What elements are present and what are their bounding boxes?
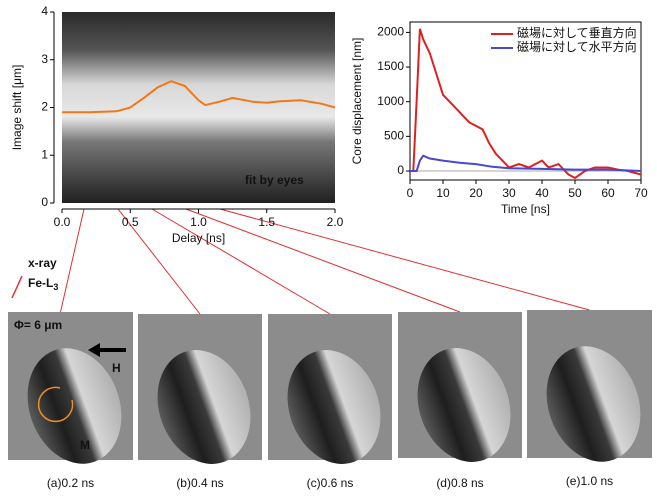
y-tick-label: 1000	[377, 94, 404, 108]
x-axis-label: Time [ns]	[501, 202, 550, 216]
x-tick-label: 30	[502, 186, 516, 200]
series-line	[62, 80, 336, 114]
connector	[219, 208, 590, 311]
y-tick-label: 500	[384, 129, 404, 143]
x-tick-label: 2.0	[327, 215, 344, 229]
plot-frame	[409, 21, 642, 181]
x-tick-label: 1.0	[190, 215, 207, 229]
vortex-spot	[417, 348, 511, 462]
vortex-spot	[27, 348, 122, 464]
connectors	[60, 208, 590, 315]
panel-label: (c)0.6 ns	[307, 476, 354, 490]
x-tick-label: 40	[535, 186, 549, 200]
edge-label: Fe-L3	[28, 276, 58, 292]
diameter-label: Φ= 6 μm	[14, 318, 62, 332]
panel-label: (b)0.4 ns	[176, 476, 223, 490]
y-tick-label: 0	[41, 195, 48, 209]
x-tick-label: 1.5	[258, 215, 275, 229]
x-tick-label: 0	[407, 186, 414, 200]
x-tick-label: 0.5	[122, 215, 139, 229]
field-label: H	[112, 361, 121, 375]
vortex-spot	[287, 350, 381, 464]
xray-arrow	[11, 275, 23, 299]
legend-label: 磁場に対して水平方向	[517, 39, 637, 54]
annotation: fit by eyes	[245, 173, 304, 187]
x-tick-label: 70	[634, 186, 648, 200]
edge-text: Fe-L	[28, 276, 53, 290]
x-tick-label: 20	[469, 186, 483, 200]
x-tick-label: 60	[601, 186, 615, 200]
y-tick-label: 1	[41, 147, 48, 161]
y-tick-label: 1500	[377, 59, 404, 73]
y-tick-label: 0	[397, 163, 404, 177]
vortex-spot	[546, 346, 641, 462]
connector	[185, 208, 461, 313]
y-tick-label: 2000	[377, 25, 404, 39]
legend-label: 磁場に対して垂直方向	[517, 25, 637, 40]
connector	[117, 208, 201, 315]
vortex-spot	[157, 350, 251, 464]
panel-label: (e)1.0 ns	[566, 474, 613, 488]
heatmap-image	[62, 12, 335, 203]
x-tick-label: 50	[568, 186, 582, 200]
series-line	[410, 154, 642, 172]
y-tick-label: 2	[41, 100, 48, 114]
panels: (a)0.2 ns (b)0.4 ns (c)0.6 ns (d)0.8 ns (e)1…	[8, 310, 652, 490]
panel-label: (a)0.2 ns	[47, 476, 94, 490]
connector	[151, 208, 331, 315]
x-axis-label: Delay [ns]	[172, 231, 225, 245]
magnetization-circle	[37, 386, 74, 423]
x-tick-label: 0.0	[54, 215, 71, 229]
y-tick-label: 3	[41, 52, 48, 66]
series-line	[410, 28, 642, 180]
field-arrowhead	[88, 343, 100, 357]
xray-label: x-ray	[28, 256, 57, 270]
magnetization-label: M	[80, 438, 90, 452]
y-axis-label: Core displacement [nm]	[350, 38, 364, 165]
y-axis-label: Image shift [μm]	[10, 65, 24, 151]
edge-sub: 3	[53, 282, 58, 292]
x-tick-label: 10	[436, 186, 450, 200]
y-tick-label: 4	[41, 4, 48, 18]
panel-label: (d)0.8 ns	[436, 476, 483, 490]
connector	[60, 208, 85, 313]
